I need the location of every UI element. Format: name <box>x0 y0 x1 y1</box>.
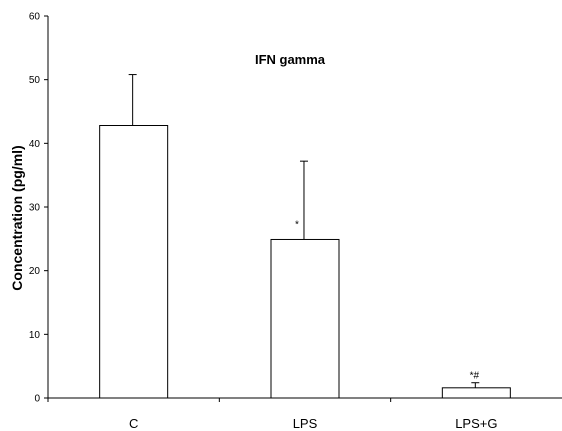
x-tick-label: C <box>129 416 138 431</box>
bars <box>99 74 511 399</box>
y-tick-label: 50 <box>29 75 41 86</box>
y-tick-label: 10 <box>29 330 41 341</box>
y-tick-label: 60 <box>29 12 41 23</box>
x-tick-label: LPS+G <box>455 416 497 431</box>
bar <box>99 125 169 399</box>
labels: C * LPS *# LPS+G <box>129 219 498 431</box>
bar <box>270 238 340 399</box>
significance-marker: *# <box>470 371 480 382</box>
significance-marker: * <box>295 219 299 230</box>
y-axis-label: Concentration (pg/ml) <box>9 145 25 290</box>
y-tick-label: 20 <box>29 266 41 277</box>
x-tick-label: LPS <box>293 416 318 431</box>
chart-title: IFN gamma <box>255 52 326 67</box>
y-tick-label: 30 <box>29 203 41 214</box>
y-tick-label: 0 <box>34 394 40 405</box>
bar <box>441 387 511 399</box>
y-tick-label: 40 <box>29 139 41 150</box>
